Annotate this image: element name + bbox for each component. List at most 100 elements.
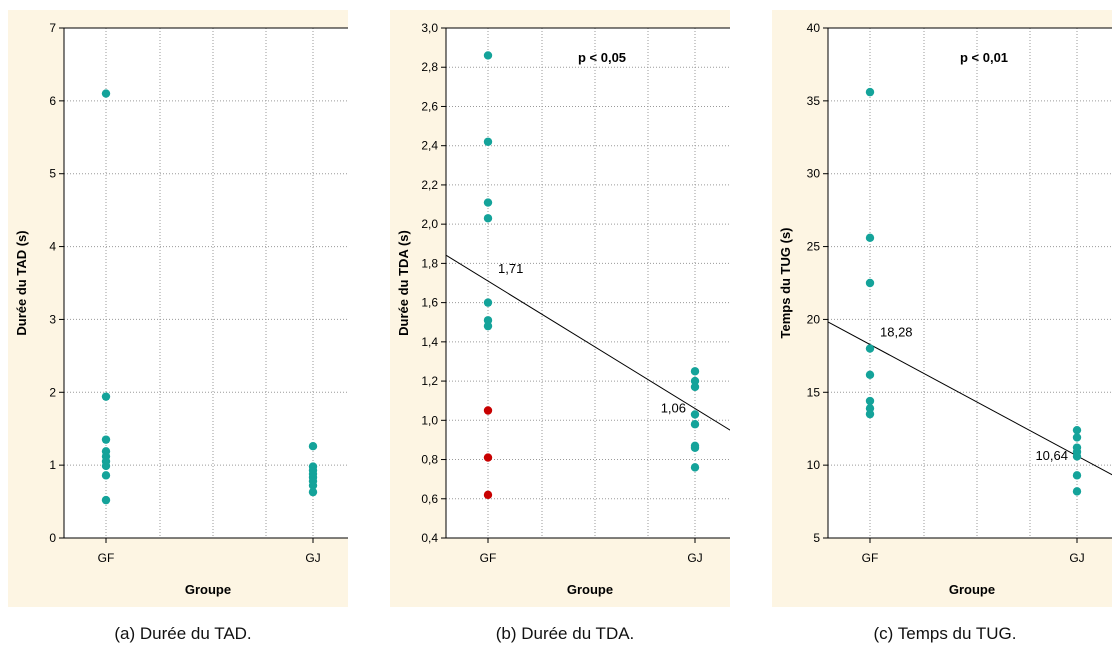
chart-tug: 5 10 15 20 25 30 35 40 GF GJ Groupe Temps du TUG (s… bbox=[778, 21, 1112, 597]
y-tick-label: 7 bbox=[49, 21, 56, 35]
data-point bbox=[483, 214, 493, 223]
data-point bbox=[865, 370, 875, 379]
x-tick-label: GJ bbox=[687, 551, 702, 565]
y-tick-label: 1,8 bbox=[421, 256, 438, 270]
y-tick-label: 1,4 bbox=[421, 335, 438, 349]
data-point bbox=[483, 321, 493, 331]
y-tick-label: 0,6 bbox=[421, 492, 438, 506]
y-tick-label: 40 bbox=[807, 21, 821, 35]
y-tick-label: 2,2 bbox=[421, 178, 438, 192]
data-point bbox=[483, 316, 493, 325]
data-point bbox=[865, 344, 875, 353]
caption-a: (a) Durée du TAD. bbox=[114, 624, 252, 643]
y-tick-label: 1,2 bbox=[421, 374, 438, 388]
y-tick-label: 5 bbox=[813, 531, 820, 545]
data-point bbox=[690, 367, 700, 376]
data-point bbox=[483, 137, 493, 146]
y-tick-label: 4 bbox=[49, 240, 56, 254]
y-tick-label: 20 bbox=[807, 312, 821, 326]
y-tick-label: 2,6 bbox=[421, 99, 438, 113]
y-tick-label: 0,8 bbox=[421, 453, 438, 467]
chart-tad: 0 1 2 3 4 5 6 7 GF GJ Groupe Durée du TAD (s) bbox=[14, 21, 348, 597]
y-tick-label: 3 bbox=[49, 312, 56, 326]
y-tick-label: 0,4 bbox=[421, 531, 438, 545]
data-point bbox=[690, 463, 700, 472]
data-point bbox=[483, 198, 493, 207]
data-point bbox=[690, 382, 700, 392]
data-point bbox=[483, 490, 493, 500]
data-point bbox=[865, 233, 875, 243]
x-tick-label: GF bbox=[862, 551, 879, 565]
data-point bbox=[101, 392, 111, 401]
y-tick-label: 3,0 bbox=[421, 21, 438, 35]
data-point bbox=[865, 404, 875, 413]
chart-panel-tda: 0,4 0,6 0,8 1,0 1,2 1,4 1,6 1,8 2,0 2,2 2,4 2,6 2,8 3… bbox=[390, 10, 730, 607]
data-point bbox=[483, 406, 493, 415]
trend-value-label: 10,64 bbox=[1035, 448, 1068, 463]
data-point bbox=[1072, 471, 1082, 480]
data-point bbox=[865, 409, 875, 419]
plot-frame bbox=[827, 27, 1112, 539]
data-point bbox=[865, 87, 875, 97]
y-tick-label: 2 bbox=[49, 385, 56, 399]
x-tick-label: GF bbox=[480, 551, 497, 565]
significance-annotation: p < 0,05 bbox=[578, 50, 626, 65]
y-axis-label: Temps du TUG (s) bbox=[778, 228, 793, 339]
significance-annotation: p < 0,01 bbox=[960, 50, 1008, 65]
trend-line bbox=[827, 321, 1112, 476]
data-point bbox=[1072, 452, 1082, 461]
data-point bbox=[483, 453, 493, 462]
trend-line bbox=[445, 254, 730, 431]
y-tick-label: 1 bbox=[49, 458, 56, 472]
y-tick-label: 10 bbox=[807, 458, 821, 472]
data-point bbox=[308, 481, 318, 490]
y-tick-label: 0 bbox=[49, 531, 56, 545]
data-point bbox=[101, 89, 111, 98]
y-tick-label: 6 bbox=[49, 94, 56, 108]
data-point bbox=[101, 461, 111, 471]
plot-area bbox=[828, 28, 1112, 538]
chart-panel-tad: 0 1 2 3 4 5 6 7 GF GJ Groupe Durée du TAD (s) bbox=[8, 10, 348, 607]
x-axis-label: Groupe bbox=[185, 582, 231, 597]
plot-area bbox=[64, 28, 348, 538]
y-tick-label: 1,0 bbox=[421, 413, 438, 427]
y-tick-label: 25 bbox=[807, 240, 821, 254]
x-tick-label: GJ bbox=[1069, 551, 1084, 565]
y-axis-label: Durée du TAD (s) bbox=[14, 230, 29, 335]
data-point bbox=[101, 471, 111, 480]
data-point bbox=[690, 420, 700, 429]
y-tick-label: 35 bbox=[807, 94, 821, 108]
data-point bbox=[483, 298, 493, 307]
data-point bbox=[1072, 487, 1082, 496]
chart-panel-tug: 5 10 15 20 25 30 35 40 GF GJ Groupe Temps du TUG (s… bbox=[772, 10, 1112, 607]
y-axis-label: Durée du TDA (s) bbox=[396, 230, 411, 336]
plot-frame bbox=[445, 27, 730, 539]
data-point bbox=[690, 443, 700, 452]
data-point bbox=[101, 495, 111, 505]
data-point bbox=[865, 278, 875, 288]
data-point bbox=[308, 487, 318, 497]
y-tick-label: 2,0 bbox=[421, 217, 438, 231]
plot-area bbox=[446, 28, 730, 538]
y-tick-label: 15 bbox=[807, 385, 821, 399]
data-point bbox=[101, 435, 111, 444]
x-tick-label: GF bbox=[98, 551, 115, 565]
plot-frame bbox=[63, 27, 348, 539]
chart-tda: 0,4 0,6 0,8 1,0 1,2 1,4 1,6 1,8 2,0 2,2 2,4 2,6 2,8 3… bbox=[396, 21, 730, 597]
trend-value-label: 1,71 bbox=[498, 261, 523, 276]
data-point bbox=[483, 51, 493, 60]
y-tick-label: 2,8 bbox=[421, 60, 438, 74]
trend-value-label: 18,28 bbox=[880, 324, 913, 339]
data-point bbox=[308, 442, 318, 451]
x-axis-label: Groupe bbox=[567, 582, 613, 597]
y-tick-label: 2,4 bbox=[421, 139, 438, 153]
y-tick-label: 1,6 bbox=[421, 296, 438, 310]
data-point bbox=[865, 396, 875, 406]
trend-value-label: 1,06 bbox=[661, 401, 686, 416]
y-tick-label: 30 bbox=[807, 167, 821, 181]
y-tick-label: 5 bbox=[49, 167, 56, 181]
x-tick-label: GJ bbox=[305, 551, 320, 565]
x-axis-label: Groupe bbox=[949, 582, 995, 597]
data-point bbox=[1072, 425, 1082, 435]
caption-c: (c) Temps du TUG. bbox=[873, 624, 1017, 643]
